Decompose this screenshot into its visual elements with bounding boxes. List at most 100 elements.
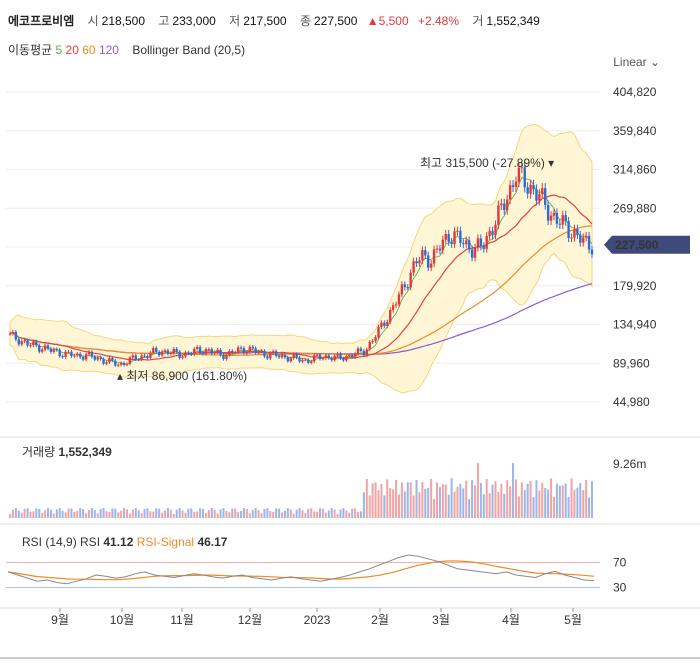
volume-bar <box>131 509 134 518</box>
candle <box>371 340 374 342</box>
volume-bar <box>421 482 424 518</box>
candle <box>555 212 559 224</box>
candle <box>289 358 292 362</box>
volume-bar <box>140 512 143 518</box>
volume-bar <box>359 511 362 518</box>
volume-bar <box>555 483 558 518</box>
volume-bar <box>23 508 26 518</box>
volume-bar <box>275 508 278 518</box>
volume-bar <box>503 493 506 518</box>
ma20-legend[interactable]: 20 <box>65 43 79 57</box>
volume-bar <box>336 513 339 518</box>
candle <box>505 199 509 211</box>
volume-bar <box>295 509 298 518</box>
y-tick-label: 269,880 <box>613 201 657 215</box>
candle <box>424 250 427 256</box>
volume-bar <box>70 508 73 518</box>
candle <box>108 358 111 363</box>
volume-bar <box>175 509 178 518</box>
rsi-level-70: 70 <box>613 556 627 570</box>
volume-bar <box>14 508 17 518</box>
x-tick-label: 3월 <box>432 613 450 627</box>
candle <box>152 348 155 353</box>
volume-bar <box>199 508 202 518</box>
candle <box>465 240 468 245</box>
candle <box>40 349 44 352</box>
volume-bar <box>76 511 79 518</box>
candle <box>447 234 450 242</box>
volume-bar <box>319 508 322 518</box>
candle <box>102 359 105 364</box>
volume-bar <box>90 508 93 518</box>
candle <box>520 167 524 169</box>
candle <box>529 184 532 194</box>
candle <box>397 294 401 305</box>
volume-bar <box>532 497 535 518</box>
volume-bar <box>441 484 444 518</box>
candle <box>500 203 503 206</box>
ma120-legend[interactable]: 120 <box>98 43 119 57</box>
y-tick-label: 134,940 <box>613 318 657 332</box>
candle <box>549 215 553 221</box>
candle <box>359 348 363 351</box>
volume-bar <box>117 512 120 518</box>
moving-average-legend[interactable]: 이동평균 5 20 60 120 Bollinger Band (20,5) <box>8 41 245 58</box>
volume-bar <box>371 483 374 518</box>
candle <box>336 353 339 356</box>
candle <box>310 361 313 363</box>
ma60-legend[interactable]: 60 <box>82 43 96 57</box>
y-tick-label: 89,960 <box>613 356 650 370</box>
volume-bar <box>447 494 450 518</box>
candle <box>263 350 266 357</box>
candle <box>389 310 392 322</box>
candle <box>517 167 521 182</box>
y-tick-label: 44,980 <box>613 395 650 409</box>
volume-bar <box>73 512 76 518</box>
stock-name: 에코프로비엠 <box>8 14 75 28</box>
change-pct: +2.48% <box>417 14 460 28</box>
volume-bar <box>576 487 579 518</box>
candle <box>213 352 216 354</box>
candle <box>444 234 447 240</box>
open-label: 시 <box>87 14 99 28</box>
candle <box>155 348 158 352</box>
candle <box>198 347 202 353</box>
candle <box>418 260 421 264</box>
volume-bar <box>125 509 128 518</box>
volume-bar <box>561 485 564 518</box>
scale-selector[interactable]: Linear ⌄ <box>613 55 660 69</box>
volume-bar <box>418 492 421 518</box>
volume-bar <box>462 488 465 518</box>
volume-bar <box>377 490 380 518</box>
volume-bar <box>357 511 360 518</box>
volume-bar <box>152 511 155 518</box>
volume-bar <box>415 479 418 518</box>
candle <box>514 181 518 187</box>
candle <box>128 357 132 364</box>
candle <box>163 350 167 352</box>
volume-bar <box>529 481 532 518</box>
candle <box>541 188 544 195</box>
candle <box>380 322 383 327</box>
volume-bar <box>219 509 222 518</box>
volume-bar <box>345 510 348 518</box>
low-annotation: ▴ 최저 86,900 (161.80%) <box>117 369 247 383</box>
volume-bar <box>213 509 216 518</box>
ma5-legend[interactable]: 5 <box>55 43 63 57</box>
candle <box>377 326 380 338</box>
volume-bar <box>450 478 453 518</box>
volume-bar <box>406 482 409 518</box>
bollinger-legend[interactable]: Bollinger Band (20,5) <box>132 43 246 57</box>
volume-bar <box>409 482 412 518</box>
volume-bar <box>216 513 219 518</box>
candle <box>181 356 184 358</box>
volume-bar <box>55 509 58 518</box>
change-value: ▲5,500 <box>366 14 409 28</box>
candle <box>538 194 541 201</box>
volume-bar <box>298 508 301 518</box>
volume-bar <box>479 482 482 518</box>
volume-bar <box>392 489 395 518</box>
candle <box>301 359 304 362</box>
candle <box>81 357 85 360</box>
